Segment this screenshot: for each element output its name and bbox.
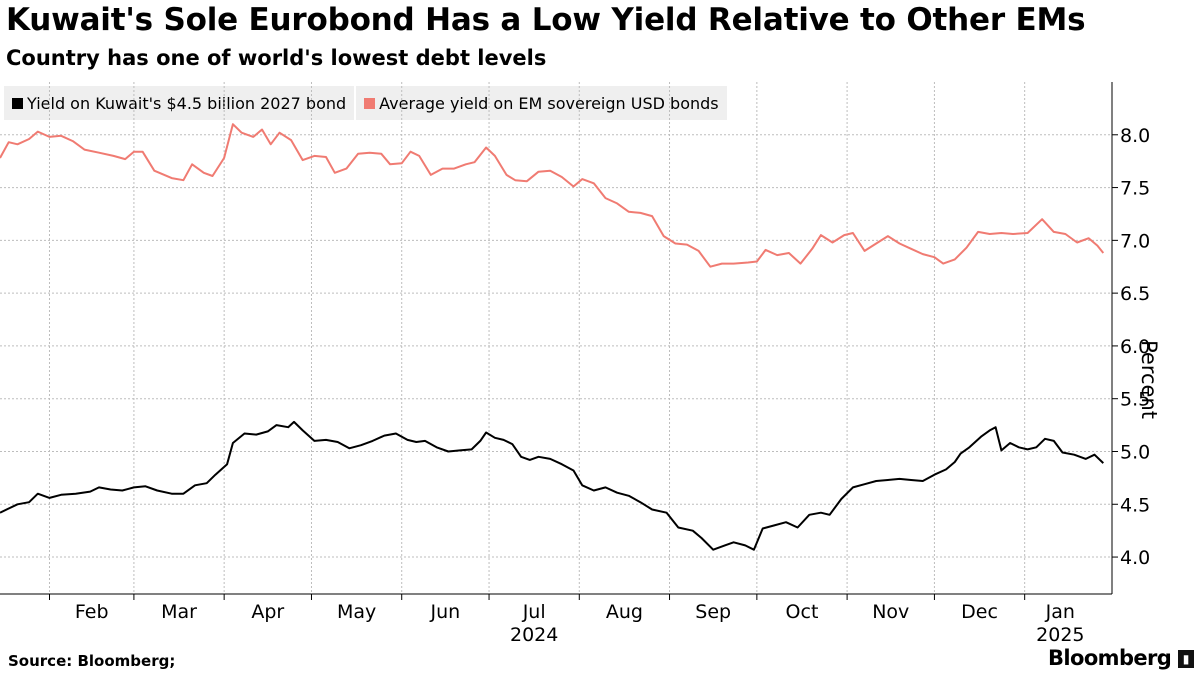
x-tick-label: Jun bbox=[430, 601, 461, 623]
x-tick-label: Apr bbox=[251, 601, 284, 623]
y-axis-label: Percent bbox=[1137, 340, 1161, 420]
legend-swatch-kuwait bbox=[12, 97, 23, 109]
brand-logo: Bloomberg bbox=[1048, 646, 1172, 670]
x-tick-label: Feb bbox=[75, 601, 109, 623]
y-tick-label: 6.0 bbox=[1120, 336, 1150, 358]
y-tick-label: 6.5 bbox=[1120, 283, 1150, 305]
y-tick-label: 7.0 bbox=[1120, 230, 1150, 252]
y-tick-label: 5.0 bbox=[1120, 441, 1150, 463]
x-tick-label: Oct bbox=[786, 601, 819, 623]
x-tick-label: Mar bbox=[161, 601, 197, 623]
x-tick-label: Nov bbox=[872, 601, 909, 623]
series-line-kuwait-bond bbox=[0, 420, 1104, 551]
legend-item-kuwait: Yield on Kuwait's $4.5 billion 2027 bond bbox=[4, 86, 355, 120]
series-line-em-average bbox=[0, 123, 1105, 268]
x-year-label: 2025 bbox=[1036, 624, 1084, 646]
x-tick-label: Jan bbox=[1045, 601, 1075, 623]
legend-label-em: Average yield on EM sovereign USD bonds bbox=[379, 93, 719, 113]
y-tick-label: 5.5 bbox=[1120, 389, 1150, 411]
legend-item-em: Average yield on EM sovereign USD bonds bbox=[356, 86, 727, 120]
y-tick-label: 7.5 bbox=[1120, 178, 1150, 200]
legend: Yield on Kuwait's $4.5 billion 2027 bond… bbox=[4, 86, 729, 120]
legend-label-kuwait: Yield on Kuwait's $4.5 billion 2027 bond bbox=[27, 93, 347, 113]
y-tick-label: 8.0 bbox=[1120, 125, 1150, 147]
x-year-label: 2024 bbox=[510, 624, 558, 646]
chart-title: Kuwait's Sole Eurobond Has a Low Yield R… bbox=[6, 2, 1086, 38]
x-tick-label: Sep bbox=[695, 601, 731, 623]
x-tick-label: May bbox=[337, 601, 376, 623]
y-tick-label: 4.5 bbox=[1120, 494, 1150, 516]
brand-chart-icon: ▮ bbox=[1178, 650, 1194, 668]
y-tick-label: 4.0 bbox=[1120, 547, 1150, 569]
x-tick-label: Aug bbox=[606, 601, 643, 623]
legend-swatch-em bbox=[364, 97, 376, 109]
x-tick-label: Dec bbox=[961, 601, 998, 623]
chart-subtitle: Country has one of world's lowest debt l… bbox=[6, 46, 547, 70]
source-note: Source: Bloomberg; bbox=[8, 652, 176, 670]
x-tick-label: Jul bbox=[522, 601, 546, 623]
